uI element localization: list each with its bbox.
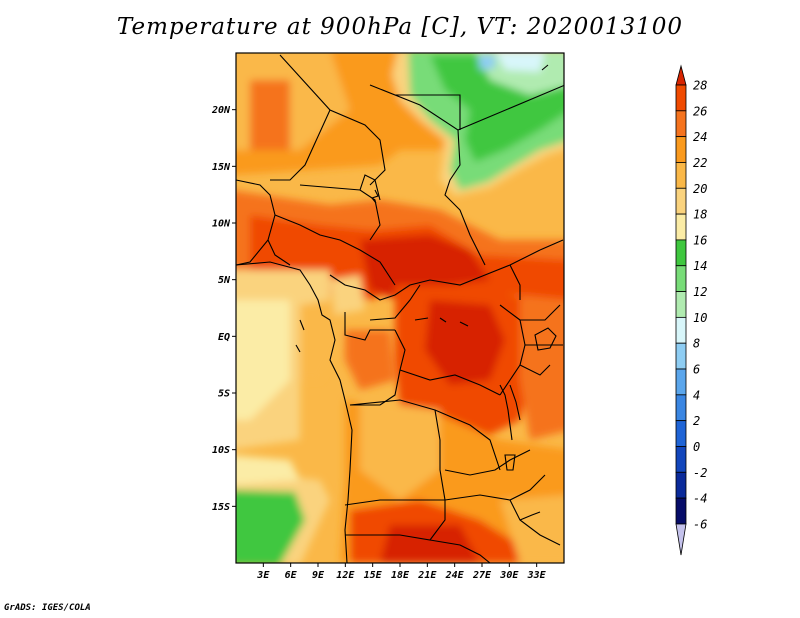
y-axis-ticks: 20N 15N 10N 5N EQ 5S 10S 15S: [211, 105, 236, 513]
colorbar-swatch: [675, 64, 687, 86]
colorbar-label: 20: [693, 182, 707, 196]
y-tick-label: 5S: [218, 389, 230, 400]
colorbar-swatch: [675, 446, 687, 473]
colorbar-swatch: [675, 136, 687, 163]
x-tick-label: 24E: [445, 570, 465, 581]
temperature-field: [236, 53, 564, 563]
colorbar-label: 18: [693, 208, 707, 222]
colorbar-label: 8: [693, 337, 700, 351]
colorbar-label: 12: [693, 285, 707, 299]
colorbar-label: 26: [693, 104, 707, 118]
colorbar-swatch: [675, 291, 687, 318]
x-tick-label: 3E: [256, 570, 270, 581]
colorbar-label: -6: [693, 517, 707, 531]
colorbar-swatch: [675, 342, 687, 370]
colorbar-label: 16: [693, 233, 707, 247]
colorbar-label: -4: [693, 492, 707, 506]
y-tick-label: 15N: [212, 162, 231, 173]
x-tick-label: 12E: [336, 570, 355, 581]
y-tick-label: 15S: [212, 502, 230, 513]
y-tick-label: 5N: [218, 275, 231, 286]
x-tick-label: 9E: [312, 570, 325, 581]
colorbar-swatch: [675, 213, 687, 241]
y-tick-label: 10S: [212, 445, 230, 456]
colorbar-swatch: [675, 420, 687, 447]
x-tick-label: 18E: [391, 570, 410, 581]
colorbar-swatch: [675, 316, 687, 344]
colorbar-label: 28: [693, 79, 707, 93]
y-tick-label: 20N: [211, 105, 231, 116]
x-tick-label: 33E: [527, 570, 547, 581]
colorbar-label: 24: [693, 130, 707, 144]
colorbar-swatch: [675, 471, 687, 499]
credit-label: GrADS: IGES/COLA: [4, 603, 91, 613]
colorbar-label: 4: [693, 388, 700, 402]
colorbar-label: -2: [693, 466, 707, 480]
colorbar-label: 0: [693, 440, 700, 454]
x-tick-label: 15E: [364, 570, 383, 581]
lakes: [295, 64, 557, 521]
country-borders: [236, 54, 564, 563]
x-tick-label: 6E: [285, 570, 298, 581]
colorbar-label: 14: [693, 259, 707, 273]
chart-title: Temperature at 900hPa [C], VT: 202001310…: [116, 14, 684, 40]
x-tick-label: 30E: [499, 570, 519, 581]
colorbar-swatch: [675, 523, 687, 556]
colorbar-swatch: [675, 110, 687, 138]
y-tick-label: EQ: [218, 332, 230, 343]
x-tick-label: 21E: [417, 570, 437, 581]
colorbar-label: 6: [693, 363, 700, 377]
colorbar-swatch: [675, 394, 687, 422]
colorbar-swatch: [675, 162, 687, 189]
colorbar-swatch: [675, 497, 687, 525]
colorbar-swatch: [675, 84, 687, 112]
colorbar-swatch: [675, 265, 687, 292]
colorbar-swatch: [675, 368, 687, 396]
colorbar-swatch: [675, 239, 687, 267]
x-axis-ticks: 3E 6E 9E 12E 15E 18E 21E 24E 27E 30E 33E: [256, 563, 547, 581]
colorbar-label: 10: [693, 311, 707, 325]
colorbar-label: 2: [693, 414, 700, 428]
x-tick-label: 27E: [472, 570, 492, 581]
colorbar-swatch: [675, 187, 687, 215]
y-tick-label: 10N: [212, 219, 231, 230]
colorbar-label: 22: [693, 156, 707, 170]
